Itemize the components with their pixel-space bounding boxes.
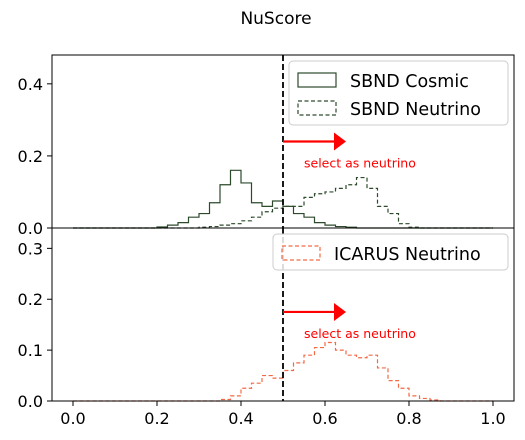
legend-box [272, 233, 509, 271]
legend-label-icarus-neutrino: ICARUS Neutrino [334, 245, 481, 265]
arrow-head [334, 302, 346, 321]
y-tick-label: 0.1 [18, 341, 43, 360]
y-tick-label: 0.4 [18, 75, 43, 94]
y-tick-label: 0.0 [18, 219, 43, 238]
x-tick-label: 0.0 [60, 409, 85, 428]
legend-box [288, 60, 509, 126]
arrow-head [334, 132, 346, 151]
bottom-panel: select as neutrino 0.0 0.1 0.2 0.3 0.0 0.2 0.4 0… [18, 227, 515, 428]
legend-swatch [297, 72, 337, 88]
axes-frame [51, 227, 515, 402]
annotation-select-as-neutrino: select as neutrino [304, 326, 416, 341]
top-panel: select as neutrino 0.0 0.2 0.4 SBND Cosmic SB… [18, 54, 515, 238]
y-tick-label: 0.2 [18, 290, 43, 309]
annotation-select-as-neutrino: select as neutrino [304, 156, 416, 171]
x-tick-label: 0.6 [312, 409, 337, 428]
legend-label-sbnd-cosmic: SBND Cosmic [350, 72, 469, 92]
y-tick-label: 0.2 [18, 147, 43, 166]
x-tick-label: 0.2 [144, 409, 169, 428]
legend-label-sbnd-neutrino: SBND Neutrino [350, 100, 481, 120]
x-tick-label: 0.8 [396, 409, 421, 428]
y-tick-label: 0.0 [18, 392, 43, 411]
x-tick-label: 1.0 [480, 409, 505, 428]
x-tick-label: 0.4 [228, 409, 253, 428]
y-tick-label: 0.3 [18, 239, 43, 258]
histogram-icarus-neutrino [73, 341, 493, 402]
figure-title: NuScore [240, 9, 311, 29]
